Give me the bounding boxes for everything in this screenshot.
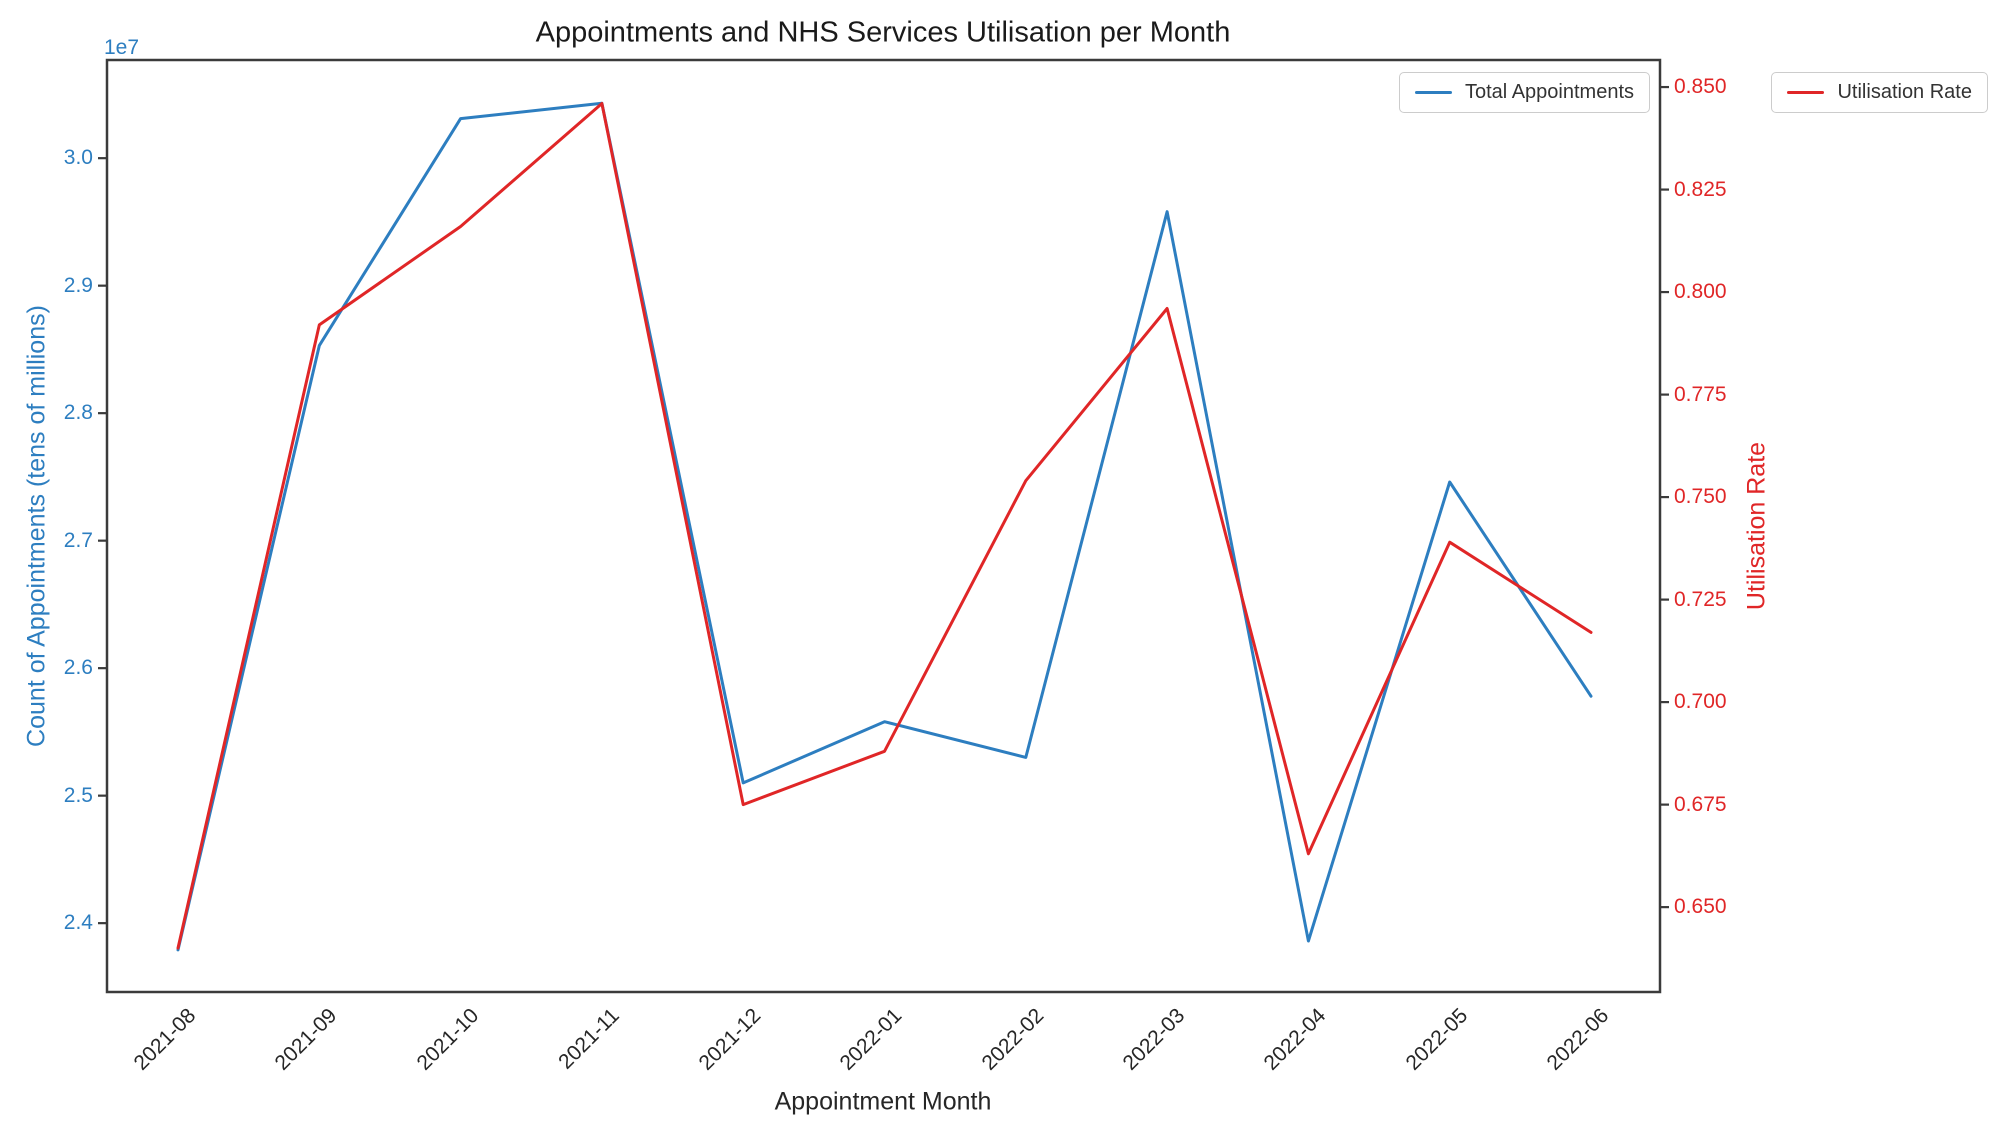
y-tick-label-right: 0.800 xyxy=(1674,280,1727,304)
utilisation-line xyxy=(176,102,1593,950)
y-tick-label-left: 2.6 xyxy=(63,656,93,680)
left-axis-title: Count of Appointments (tens of millions) xyxy=(22,305,51,747)
y-tick-label-left: 2.4 xyxy=(63,911,93,935)
left-axis-offset-label: 1e7 xyxy=(104,36,140,59)
y-tick-label-left: 2.7 xyxy=(63,528,93,552)
y-tick-label-right: 0.750 xyxy=(1674,485,1727,509)
x-axis-title: Appointment Month xyxy=(774,1087,992,1116)
y-tick-label-left: 2.8 xyxy=(63,401,93,425)
y-tick-label-right: 0.850 xyxy=(1674,75,1727,99)
legend-line-sample-appointments xyxy=(1415,91,1452,94)
y-tick-label-left: 2.5 xyxy=(63,783,93,807)
y-tick-label-right: 0.675 xyxy=(1674,792,1727,816)
legend-total-appointments: Total Appointments xyxy=(1399,72,1650,113)
y-tick-label-right: 0.700 xyxy=(1674,690,1727,714)
y-tick-label-right: 0.775 xyxy=(1674,382,1727,406)
y-tick-label-right: 0.650 xyxy=(1674,895,1727,919)
y-tick-label-right: 0.725 xyxy=(1674,587,1727,611)
legend-utilisation-rate: Utilisation Rate xyxy=(1771,72,1988,113)
axes-spines xyxy=(105,58,1662,994)
y-tick-label-left: 2.9 xyxy=(63,273,93,297)
chart-title: Appointments and NHS Services Utilisatio… xyxy=(535,16,1231,49)
legend-label-utilisation-rate: Utilisation Rate xyxy=(1837,81,1972,103)
y-tick-label-left: 3.0 xyxy=(63,146,93,170)
appointments-line xyxy=(176,101,1593,952)
y-tick-label-right: 0.825 xyxy=(1674,177,1727,201)
right-axis-title: Utilisation Rate xyxy=(1742,441,1771,611)
legend-label-total-appointments: Total Appointments xyxy=(1465,81,1634,103)
legend-line-sample-utilisation xyxy=(1787,91,1825,94)
